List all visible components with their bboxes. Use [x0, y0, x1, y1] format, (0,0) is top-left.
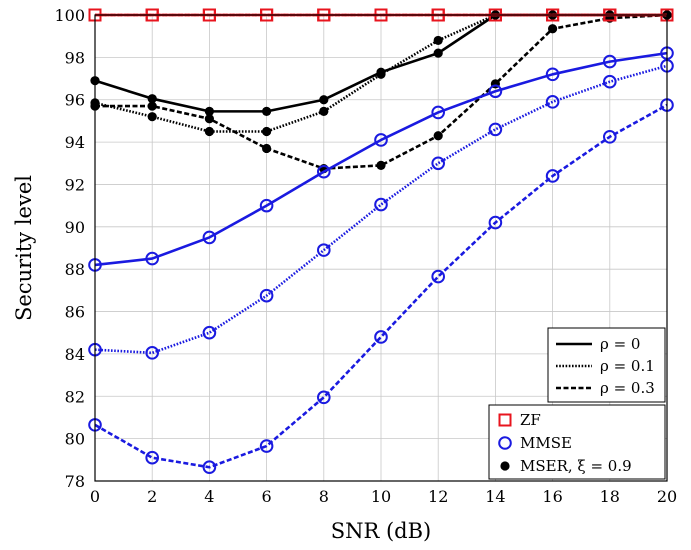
x-axis-label: SNR (dB) [331, 519, 432, 543]
legend-linestyle-box [547, 327, 666, 403]
mmse-circle-marker [145, 346, 159, 360]
y-tick-labels: 78 80 82 84 86 88 90 92 94 96 98 100 [54, 6, 85, 491]
y-tick-label: 86 [65, 303, 85, 322]
x-tick-label: 18 [600, 487, 620, 506]
y-tick-label: 84 [65, 345, 85, 364]
x-tick-labels: 0 2 4 6 8 10 12 14 16 18 20 [90, 487, 677, 506]
mmse-circle-marker [374, 330, 388, 344]
mmse-circle-marker [488, 122, 503, 137]
y-tick-label: 90 [65, 218, 85, 237]
y-tick-label: 98 [65, 48, 85, 67]
mser-dot-marker [548, 24, 558, 34]
x-tick-label: 8 [319, 487, 329, 506]
y-tick-label: 94 [65, 133, 85, 152]
mser-dot-marker [376, 160, 386, 170]
mmse-circle-marker [431, 105, 446, 120]
plot-frame [94, 14, 668, 482]
mser-dot-marker [147, 112, 157, 122]
y-tick-label: 80 [65, 430, 85, 449]
x-tick-label: 0 [90, 487, 100, 506]
x-tick-label: 2 [147, 487, 157, 506]
mser-dot-marker [204, 114, 214, 124]
y-tick-label: 100 [54, 6, 85, 25]
y-tick-label: 92 [65, 175, 85, 194]
x-tick-label: 14 [485, 487, 505, 506]
x-tick-label: 6 [262, 487, 272, 506]
mmse-circle-marker [317, 243, 331, 257]
x-tick-label: 4 [204, 487, 214, 506]
mser-dot-marker [147, 101, 157, 111]
y-tick-label: 78 [65, 472, 85, 491]
series-mmse-rho-0_1 [88, 59, 674, 360]
mser-dot-marker [147, 94, 157, 104]
x-tick-label: 10 [371, 487, 391, 506]
mmse-circle-marker [488, 215, 503, 230]
mmse-circle-marker [603, 74, 617, 89]
x-tick-label: 20 [657, 487, 677, 506]
zf-square-marker [498, 413, 512, 427]
mmse-circle-marker [145, 251, 159, 266]
mser-dot-marker [433, 48, 443, 58]
mser-dot-marker [319, 106, 329, 116]
mmse-circle-marker [317, 164, 331, 179]
mmse-circle-marker [488, 84, 503, 99]
mmse-circle-marker [374, 133, 388, 147]
x-tick-label: 12 [428, 487, 448, 506]
mser-dot-marker [262, 143, 272, 154]
mmse-circle-marker [603, 54, 617, 69]
y-tick-label: 96 [65, 91, 85, 110]
legend-markers: ZF MMSE MSER, ξ = 0.9 [488, 404, 666, 480]
legend-marker-label: ZF [520, 411, 541, 429]
legend-marker-box [488, 404, 666, 480]
mser-dot-marker [262, 126, 272, 137]
mmse-circle-marker [202, 460, 217, 475]
mmse-circle-marker [202, 230, 217, 245]
mmse-circle-marker [431, 156, 446, 171]
legend-linestyle-label: ρ = 0 [600, 335, 640, 353]
mser-dot-marker [376, 69, 386, 79]
legend-marker-label: MMSE [520, 434, 572, 452]
mser-dot-marker [500, 461, 510, 471]
mmse-circle-marker [259, 288, 274, 303]
x-tick-label: 16 [542, 487, 562, 506]
mmse-circle-marker [545, 95, 560, 109]
mser-dot-marker [262, 106, 272, 116]
mmse-circle-marker [202, 325, 217, 340]
mmse-circle-marker [317, 390, 331, 405]
mser-dot-marker [433, 131, 443, 141]
mser-dot-marker [204, 126, 214, 137]
mmse-circle-marker [145, 450, 159, 465]
legend-linestyle-label: ρ = 0.3 [600, 379, 655, 397]
series-mmse-rho-0_3 [88, 98, 674, 475]
mmse-circle-marker [259, 198, 274, 213]
legend-linestyle-label: ρ = 0.1 [600, 357, 655, 375]
mmse-circle-marker [545, 169, 560, 183]
mmse-circle-marker [603, 129, 617, 144]
legend-linestyle: ρ = 0 ρ = 0.1 ρ = 0.3 [547, 327, 666, 403]
mmse-circle-marker [259, 439, 274, 453]
mser-dot-marker [204, 106, 214, 116]
y-tick-label: 82 [65, 387, 85, 406]
mmse-circle-marker [431, 269, 446, 284]
y-tick-label: 88 [65, 260, 85, 279]
series-line [94, 103, 668, 469]
legend-marker-label: MSER, ξ = 0.9 [520, 457, 632, 475]
y-axis-label: Security level [12, 175, 36, 321]
mmse-circle-marker [374, 197, 388, 212]
series-line [94, 51, 668, 267]
mmse-circle-marker [545, 67, 560, 82]
mser-dot-marker [319, 95, 329, 105]
mmse-circle-marker [498, 436, 512, 450]
mser-dot-marker [433, 35, 443, 46]
